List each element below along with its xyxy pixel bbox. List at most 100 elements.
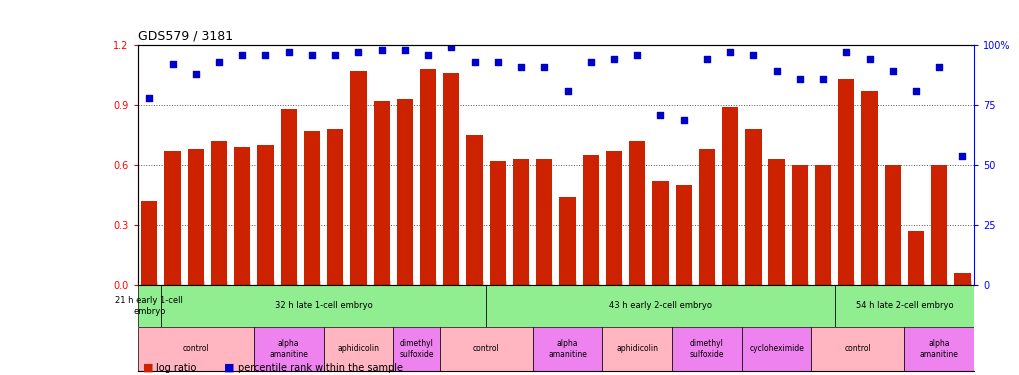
Text: ■: ■ [143,363,153,373]
Bar [439,327,532,371]
Point [442,44,459,50]
Bar [675,185,691,285]
Bar [672,327,741,371]
Bar [838,79,854,285]
Text: 43 h early 2-cell embryo: 43 h early 2-cell embryo [608,302,711,310]
Text: control: control [182,344,209,353]
Point [489,59,505,65]
Point [466,59,482,65]
Bar [558,197,575,285]
Bar [373,101,389,285]
Point [373,47,389,53]
Bar [141,201,157,285]
Bar [741,327,811,371]
Bar [254,327,323,371]
Bar [393,327,439,371]
Point [536,64,552,70]
Text: control: control [473,344,499,353]
Point [605,56,622,62]
Bar [420,69,436,285]
Bar [629,141,645,285]
Bar [513,159,529,285]
Point [582,59,598,65]
Bar [904,327,973,371]
Point [420,52,436,58]
Bar [396,99,413,285]
Point [280,49,297,55]
Bar [350,71,366,285]
Point [860,56,876,62]
Bar [489,161,505,285]
Bar [323,327,393,371]
Bar [652,181,667,285]
Point [629,52,645,58]
Text: aphidicolin: aphidicolin [337,344,379,353]
Text: dimethyl
sulfoxide: dimethyl sulfoxide [398,339,433,358]
Bar [745,129,761,285]
Point [954,153,970,159]
Bar [814,165,830,285]
Point [930,64,947,70]
Point [211,59,227,65]
Bar [234,147,250,285]
Bar [883,165,900,285]
Bar [582,155,598,285]
Text: GDS579 / 3181: GDS579 / 3181 [138,30,232,42]
Bar [164,151,180,285]
Bar [602,327,672,371]
Point [513,64,529,70]
Bar [954,273,970,285]
Text: 21 h early 1-cell
embryо: 21 h early 1-cell embryо [115,296,183,316]
Bar [834,285,973,327]
Bar [811,327,904,371]
Bar [536,159,552,285]
Bar [532,327,602,371]
Point [164,61,180,67]
Text: ■: ■ [224,363,234,373]
Bar [280,109,297,285]
Text: cycloheximide: cycloheximide [748,344,803,353]
Text: 32 h late 1-cell embryo: 32 h late 1-cell embryo [274,302,372,310]
Bar [187,149,204,285]
Text: dimethyl
sulfoxide: dimethyl sulfoxide [689,339,723,358]
Bar [698,149,714,285]
Bar [443,73,459,285]
Text: percentile rank within the sample: percentile rank within the sample [237,363,403,373]
Point [698,56,714,62]
Bar [466,135,482,285]
Point [767,69,784,75]
Point [396,47,413,53]
Point [838,49,854,55]
Point [558,88,575,94]
Point [304,52,320,58]
Text: log ratio: log ratio [156,363,197,373]
Bar [211,141,227,285]
Bar [161,285,486,327]
Bar [791,165,807,285]
Point [883,69,900,75]
Point [814,76,830,82]
Point [791,76,807,82]
Bar [930,165,947,285]
Text: control: control [844,344,870,353]
Point [234,52,251,58]
Point [745,52,761,58]
Bar [907,231,923,285]
Bar [767,159,784,285]
Bar [721,107,738,285]
Bar [605,151,622,285]
Point [907,88,923,94]
Text: aphidicolin: aphidicolin [615,344,657,353]
Text: alpha
amanitine: alpha amanitine [919,339,958,358]
Point [675,117,691,123]
Bar [327,129,343,285]
Text: 54 h late 2-cell embryo: 54 h late 2-cell embryo [855,302,953,310]
Point [257,52,273,58]
Bar [304,131,320,285]
Bar [257,145,273,285]
Text: alpha
amanitine: alpha amanitine [269,339,308,358]
Text: alpha
amanitine: alpha amanitine [547,339,586,358]
Point [350,49,366,55]
Bar [486,285,834,327]
Point [652,112,668,118]
